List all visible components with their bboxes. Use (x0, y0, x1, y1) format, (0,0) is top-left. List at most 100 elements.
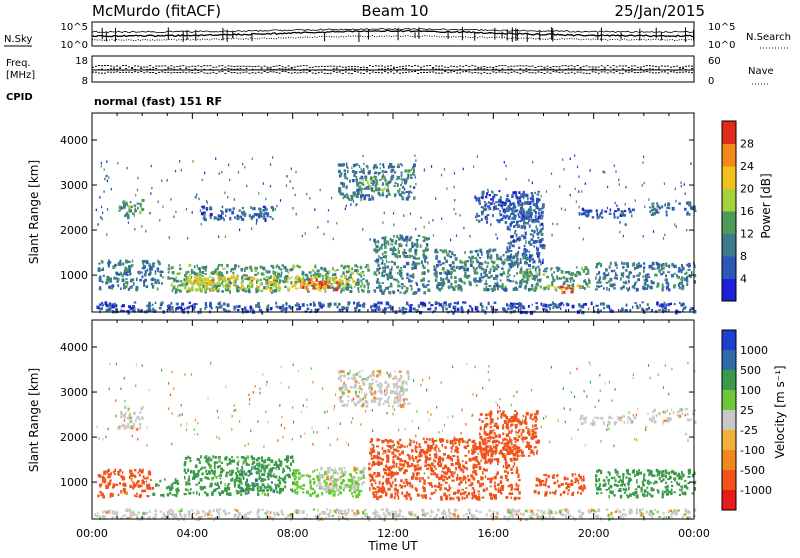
power-cell (237, 309, 240, 311)
power-cell (346, 162, 347, 165)
vel-cell (343, 485, 346, 488)
vel-cell (501, 442, 503, 444)
power-cell (418, 235, 421, 237)
power-cell (382, 262, 384, 265)
power-cell (389, 269, 392, 271)
power-cell (636, 266, 638, 269)
vel-cell (139, 474, 141, 477)
power-cell (670, 303, 672, 306)
vel-cell (215, 456, 217, 459)
vel-cell (313, 481, 315, 485)
freq-point (107, 72, 109, 73)
power-cell (171, 302, 173, 305)
power-cell (551, 267, 553, 269)
vel-cell (240, 469, 243, 472)
power-cell (643, 156, 644, 159)
freq-point (501, 65, 503, 66)
power-cell (557, 270, 559, 272)
vel-cell (146, 486, 149, 489)
power-cell (186, 208, 187, 211)
power-cell (528, 241, 531, 244)
power-cell (443, 303, 445, 305)
power-cell (266, 209, 267, 212)
vel-cell (344, 471, 347, 474)
power-cell (374, 309, 376, 313)
vel-cell (338, 488, 340, 492)
power-cell (600, 265, 602, 267)
power-cell (539, 239, 542, 243)
power-cell (101, 206, 102, 209)
power-cell (393, 292, 395, 294)
power-cell (609, 213, 612, 215)
power-cell (333, 238, 334, 241)
power-cell (405, 236, 408, 239)
power-cell (459, 260, 461, 264)
vel-cell (329, 483, 332, 486)
freq-point (550, 73, 552, 74)
power-cell (616, 205, 617, 208)
power-cell (273, 270, 275, 274)
power-cell (245, 276, 247, 279)
freq-point (351, 73, 353, 74)
power-cell (541, 208, 544, 210)
freq-point (228, 71, 230, 72)
freq-point (619, 65, 621, 66)
power-cell (625, 203, 626, 206)
freq-point (309, 71, 311, 72)
power-cell (120, 288, 122, 291)
power-cell (668, 288, 671, 291)
power-cell (127, 311, 130, 315)
power-cell (352, 280, 355, 283)
power-cell (498, 220, 500, 223)
vel-cell (200, 455, 202, 458)
power-cell (628, 275, 630, 278)
power-cell (336, 282, 339, 284)
vel-cell (172, 494, 174, 496)
power-cell (409, 255, 412, 259)
freq-point (333, 66, 335, 67)
power-cell (459, 214, 460, 217)
power-cell (351, 267, 353, 270)
power-cell (479, 202, 481, 205)
freq-point (318, 66, 320, 67)
vel-cell (248, 490, 249, 494)
vel-cell (429, 438, 431, 441)
power-cell (526, 201, 529, 204)
power-cell (551, 173, 552, 176)
power-cell (510, 223, 512, 227)
power-cell (241, 285, 244, 289)
freq-point (637, 72, 639, 73)
freq-point (191, 66, 193, 67)
freq-point (218, 65, 220, 66)
vel-cell (240, 479, 242, 482)
vel-cell (316, 495, 318, 497)
power-cell (321, 304, 324, 306)
power-cell (229, 179, 230, 182)
vel-cell (224, 483, 225, 486)
power-cell (579, 212, 581, 216)
freq-point (504, 65, 506, 66)
power-cell (155, 281, 158, 284)
power-cell (292, 207, 293, 210)
power-cell (639, 265, 642, 268)
power-cell (526, 250, 528, 252)
vel-cell (201, 473, 203, 476)
power-cell (682, 303, 685, 306)
vel-cell (200, 478, 202, 482)
power-cell (358, 290, 360, 293)
power-cell (406, 287, 408, 289)
power-cell (286, 280, 288, 283)
power-cell (453, 254, 456, 256)
freq-point (137, 66, 139, 67)
power-cell (516, 261, 518, 265)
freq-point (691, 66, 693, 67)
power-cell (525, 257, 528, 260)
power-cell (530, 233, 532, 235)
power-cell (492, 196, 495, 199)
power-cell (431, 165, 432, 168)
power-cell (560, 307, 562, 310)
freq-point (92, 67, 94, 68)
power-cell (122, 263, 124, 266)
vel-cell (335, 468, 337, 471)
power-cell (111, 305, 114, 308)
